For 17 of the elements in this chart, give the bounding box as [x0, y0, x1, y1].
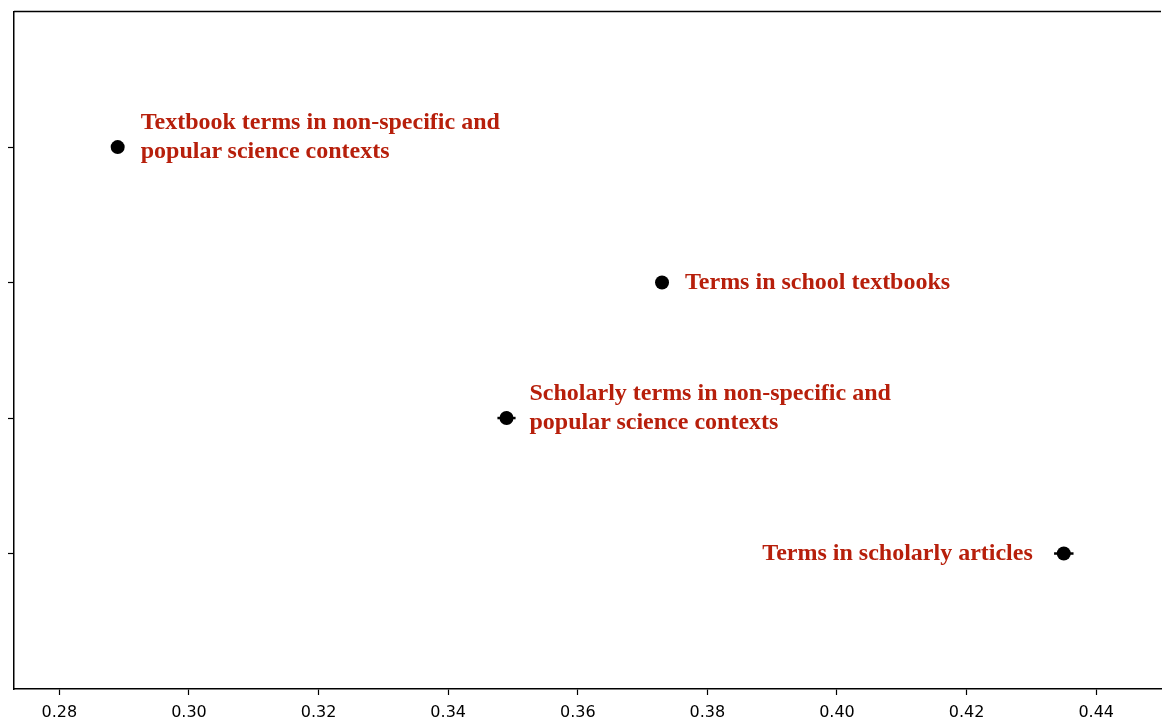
x-tick-label: 0.42: [948, 701, 985, 721]
x-tick-label: 0.44: [1078, 701, 1115, 721]
y-tick-label: Scholarly terms in non-specific and popular science contexts: [529, 379, 892, 435]
x-tick-label: 0.36: [559, 701, 596, 721]
y-tick-label: Terms in scholarly articles: [762, 538, 1033, 565]
x-tick-label: 0.40: [819, 701, 855, 721]
point: [655, 275, 670, 290]
x-tick-label: 0.30: [171, 701, 207, 721]
y-tick-label: Terms in school textbooks: [685, 267, 951, 294]
point: [499, 411, 514, 426]
point: [1056, 546, 1071, 561]
y-tick-label: Textbook terms in non-specific and popular science contexts: [140, 108, 501, 164]
x-tick-label: 0.34: [430, 701, 466, 721]
point: [110, 140, 125, 155]
x-tick-label: 0.32: [300, 701, 337, 721]
x-tick-label: 0.38: [689, 701, 726, 721]
x-tick-label: 0.28: [41, 701, 78, 721]
